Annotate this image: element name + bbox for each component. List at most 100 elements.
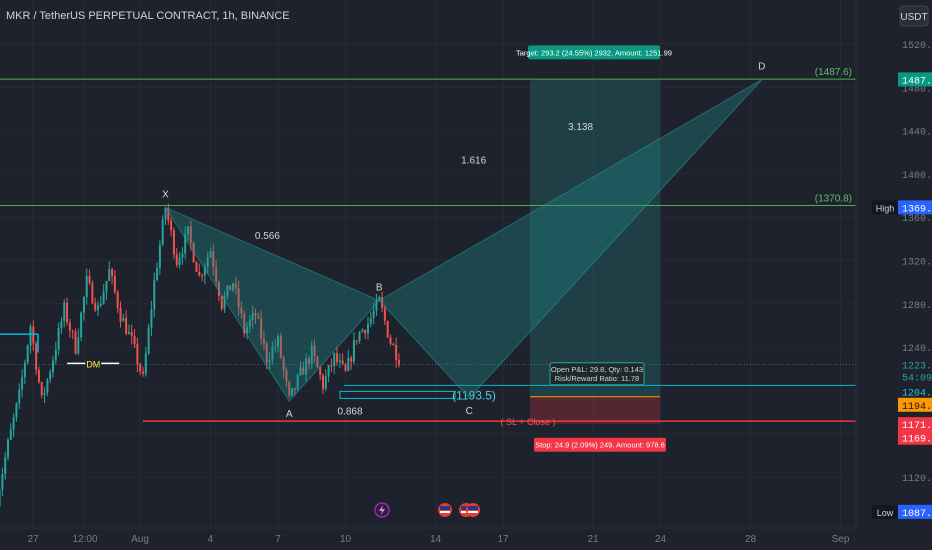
candle-body: [246, 326, 249, 334]
pattern-ratio-label: 0.566: [255, 231, 280, 242]
candle-body: [52, 360, 54, 373]
price-tag: 1087.8: [902, 509, 932, 520]
candle-body: [279, 336, 282, 358]
price-tag-side: Low: [877, 508, 894, 518]
event-flag-icon[interactable]: [438, 503, 452, 517]
candle-body: [85, 276, 88, 297]
symbol-title: MKR / TetherUS PERPETUAL CONTRACT, 1h, B…: [6, 10, 290, 22]
candle-body: [372, 310, 375, 318]
stop-label-box: [534, 437, 666, 452]
price-tick-label: 1240.0: [902, 344, 932, 355]
candle-body: [358, 332, 361, 341]
candle-body: [144, 353, 147, 374]
candle-body: [113, 276, 116, 292]
candle-body: [361, 330, 364, 333]
candle-body: [49, 372, 52, 380]
candle-body: [226, 285, 229, 297]
price-tick-label: 1400.0: [902, 171, 932, 182]
candle-body: [26, 345, 29, 363]
candle-body: [310, 345, 313, 364]
candle-body: [251, 312, 254, 321]
candle-body: [383, 308, 386, 321]
currency-button[interactable]: [899, 5, 929, 27]
risk-reward-label: Risk/Reward Ratio: 11.78: [555, 374, 639, 383]
candle-body: [184, 233, 187, 254]
event-flag-icon[interactable]: [466, 503, 480, 517]
candle-body: [111, 269, 114, 277]
price-tick-label: 1320.0: [902, 258, 932, 269]
candle-body: [150, 309, 153, 328]
time-tick-label: 4: [208, 534, 214, 545]
price-tag-box: [898, 384, 932, 399]
time-tick-label: 14: [430, 534, 442, 545]
candle-body: [32, 326, 35, 344]
candle-body: [116, 291, 119, 309]
price-tags: 1487.3 1369.1 High 1223.954:09 1204.6 1194.1 1…: [872, 72, 932, 520]
target-label: Target: 293.2 (24.55%) 2932, Amount: 125…: [516, 48, 672, 57]
candle-body: [54, 349, 57, 361]
price-tag: 1204.6: [902, 388, 932, 399]
pattern-labels: X A B C D 0.566 0.868 1.616 3.138 DM Target: 293.2…: [67, 45, 765, 452]
candle-body: [175, 254, 178, 266]
pnl-label-box: [549, 362, 645, 386]
candle-body: [215, 267, 218, 283]
candle-body: [319, 367, 322, 376]
candle-body: [66, 302, 69, 323]
dm-label: DM: [86, 359, 100, 369]
candle-body: [1, 474, 4, 490]
pattern-triangle-bcd: [378, 79, 763, 399]
time-tick-label: 27: [27, 534, 39, 545]
event-lightning-icon[interactable]: [374, 502, 390, 518]
price-tag-box: [898, 369, 932, 384]
candle-body: [265, 343, 268, 363]
candle-body: [254, 312, 257, 316]
time-tick-label: 24: [655, 534, 667, 545]
candle-body: [167, 208, 170, 221]
candle-body: [305, 358, 308, 375]
candle-body: [80, 312, 83, 338]
candle-body: [209, 251, 212, 258]
candle-body: [172, 230, 175, 255]
price-tag: 1171.6: [902, 421, 932, 432]
pattern-point-label: C: [466, 406, 473, 417]
candle-body: [71, 330, 74, 332]
candle-body: [198, 271, 201, 276]
stop-label: Stop: 24.9 (2.09%) 249, Amount: 978.6: [535, 441, 665, 450]
candle-body: [344, 363, 347, 371]
time-axis[interactable]: [0, 528, 932, 550]
candle-body: [316, 356, 319, 368]
price-tick-label: 1440.0: [902, 128, 932, 139]
price-tick-label: 1520.0: [902, 41, 932, 52]
candle-body: [158, 244, 161, 269]
price-tag: 1369.1: [902, 204, 932, 215]
candle-body: [195, 262, 198, 272]
candle-body: [217, 282, 220, 296]
candle-body: [119, 308, 122, 322]
candle-body: [243, 314, 246, 334]
candles-layer: [0, 203, 400, 511]
candle-body: [367, 323, 369, 334]
candle-body: [74, 331, 77, 354]
time-axis-ticks: 27 12:00 Aug 4 7 10 14 17 21 24 28 Sep: [27, 534, 849, 545]
candle-body: [395, 344, 398, 361]
candle-body: [291, 388, 294, 396]
candle-body: [302, 367, 305, 375]
candle-body: [232, 283, 234, 291]
price-tag-box: [898, 200, 932, 215]
candle-body: [161, 219, 164, 245]
candle-body: [43, 392, 46, 396]
candle-body: [127, 332, 130, 335]
candle-body: [293, 388, 296, 390]
candle-body: [324, 376, 327, 389]
candle-body: [4, 457, 7, 475]
price-tag-box: [898, 72, 932, 87]
candle-body: [153, 280, 156, 310]
candle-body: [307, 358, 310, 364]
price-tag-side: High: [876, 203, 895, 213]
candle-body: [397, 360, 400, 365]
level-label: (1370.8): [815, 194, 852, 205]
target-zone: [530, 79, 660, 397]
c-level-box: [339, 390, 456, 399]
